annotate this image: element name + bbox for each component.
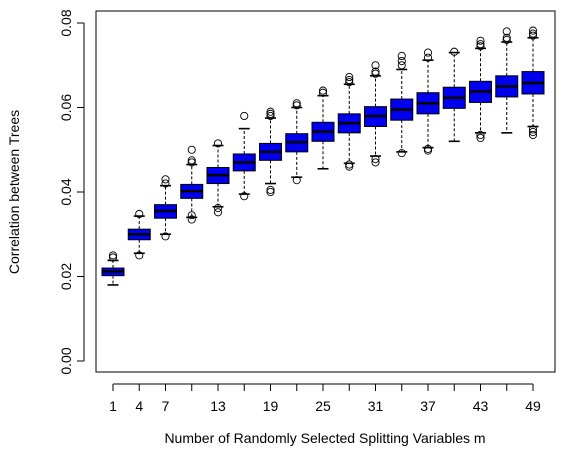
outlier-point [502, 27, 511, 36]
y-tick-label: 0.04 [58, 178, 74, 205]
outlier-point [266, 187, 275, 197]
outlier-point [213, 204, 223, 213]
y-axis: 0.00 0.02 0.04 0.06 0.08 [58, 9, 85, 375]
plot-frame [95, 10, 556, 373]
outlier-point [187, 158, 196, 167]
outlier-point [161, 232, 170, 241]
outlier-point [187, 211, 196, 220]
outlier-point [108, 253, 118, 262]
outlier-point [528, 125, 538, 134]
outlier-point [345, 73, 354, 82]
outlier-point [345, 78, 354, 87]
outlier-point [318, 86, 328, 95]
outlier-point [397, 56, 406, 66]
outlier-point [161, 179, 170, 188]
box-m-34 [390, 51, 414, 158]
box-m-19 [259, 107, 282, 197]
box-m-7 [154, 175, 177, 241]
outlier-point [187, 145, 196, 154]
box-m-49 [521, 26, 545, 140]
outlier-point [371, 67, 380, 76]
boxes-group [101, 26, 545, 286]
outlier-point [292, 176, 301, 185]
box-m-13 [206, 139, 230, 217]
box-m-4 [127, 209, 151, 260]
box-m-28 [337, 73, 361, 171]
box-m-37 [416, 48, 440, 155]
y-tick-label: 0.02 [58, 263, 74, 290]
outlier-point [345, 162, 354, 171]
x-tick-label: 4 [135, 398, 143, 414]
x-tick-label: 43 [473, 398, 489, 414]
x-tick-label: 37 [420, 398, 436, 414]
outlier-point [528, 26, 538, 35]
x-tick-label: 31 [368, 398, 384, 414]
box-m-1 [101, 251, 125, 286]
outlier-point [345, 160, 354, 169]
outlier-point [240, 111, 249, 120]
outlier-point [476, 40, 485, 49]
outlier-point [528, 130, 538, 140]
outlier-point [423, 48, 433, 57]
outlier-point [528, 31, 538, 40]
x-axis: 1 4 7 13 19 25 31 37 43 49 [109, 383, 541, 414]
outlier-point [292, 101, 301, 110]
outlier-point [213, 139, 223, 148]
box-m-22 [285, 99, 309, 185]
outlier-point [187, 156, 196, 165]
outlier-point [528, 29, 538, 38]
box-m-10 [180, 145, 204, 224]
outlier-point [476, 133, 485, 142]
y-axis-label: Correlation between Trees [6, 110, 22, 274]
outlier-point [371, 158, 380, 167]
outlier-point [476, 130, 485, 140]
x-tick-label: 25 [315, 398, 331, 414]
outlier-point [423, 144, 433, 153]
outlier-point [108, 251, 118, 260]
outlier-point [502, 33, 511, 42]
x-axis-label: Number of Randomly Selected Splitting Va… [164, 430, 485, 446]
outlier-point [528, 127, 538, 137]
outlier-point [502, 35, 511, 44]
x-tick-label: 7 [162, 398, 170, 414]
outlier-point [450, 47, 459, 56]
x-tick-label: 49 [525, 398, 541, 414]
outlier-point [371, 69, 380, 78]
box-m-25 [311, 86, 335, 170]
y-tick-label: 0.08 [58, 9, 74, 36]
outlier-point [135, 251, 144, 260]
outlier-point [345, 75, 354, 85]
outlier-point [318, 88, 328, 97]
outlier-point [240, 192, 249, 201]
outlier-point [266, 109, 275, 118]
outlier-point [213, 208, 223, 217]
x-tick-label: 13 [210, 398, 226, 414]
box-m-40 [442, 47, 466, 143]
outlier-point [135, 209, 144, 219]
outlier-point [266, 185, 275, 194]
outlier-point [161, 175, 170, 184]
outlier-point [397, 51, 406, 61]
box-m-16 [232, 111, 256, 201]
outlier-point [397, 149, 406, 158]
x-tick-label: 19 [263, 398, 279, 414]
outlier-point [266, 111, 275, 120]
outlier-point [292, 99, 301, 108]
outlier-point [371, 61, 380, 70]
outlier-point [476, 36, 485, 45]
box-m-31 [364, 61, 387, 167]
outlier-point [397, 61, 406, 70]
x-tick-label: 1 [109, 398, 117, 414]
outlier-point [187, 215, 196, 224]
outlier-point [476, 42, 485, 51]
outlier-point [423, 53, 433, 62]
outlier-point [266, 107, 275, 116]
box-m-43 [469, 36, 492, 142]
y-tick-label: 0.00 [58, 347, 74, 374]
box-m-46 [495, 27, 519, 134]
y-tick-label: 0.06 [58, 94, 74, 121]
outlier-point [371, 154, 380, 164]
